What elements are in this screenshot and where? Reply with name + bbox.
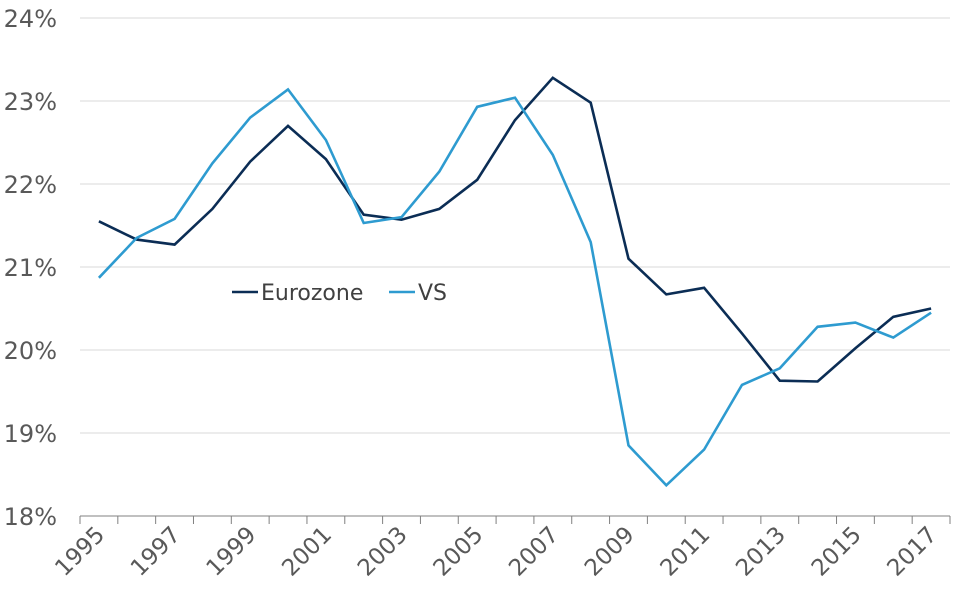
gridlines (80, 17, 950, 434)
x-axis (79, 515, 951, 524)
x-tick-label: 1997 (126, 522, 186, 582)
x-tick-label: 1995 (50, 522, 110, 582)
x-tick-label: 2005 (429, 522, 489, 582)
legend-label-eurozone: Eurozone (261, 281, 363, 306)
legend-label-vs: VS (418, 281, 447, 306)
legend: Eurozone VS (232, 281, 447, 306)
x-tick-label: 1999 (202, 522, 262, 582)
y-tick-label: 22% (4, 171, 57, 199)
x-tick-label: 2011 (656, 522, 716, 582)
y-tick-label: 20% (4, 337, 57, 365)
x-tick-label: 2003 (353, 522, 413, 582)
series-line-eurozone (98, 76, 932, 383)
y-tick-label: 23% (4, 88, 57, 116)
y-tick-label: 21% (4, 254, 57, 282)
x-tick-label: 2001 (277, 522, 337, 582)
y-tick-label: 24% (4, 5, 57, 33)
y-tick-label: 18% (4, 503, 57, 531)
x-tick-label: 2017 (883, 522, 943, 582)
x-tick-label: 2007 (504, 522, 564, 582)
x-tick-label: 2009 (580, 522, 640, 582)
x-tick-label: 2013 (731, 522, 791, 582)
series-lines (97, 76, 932, 488)
x-axis-tick-labels: 1995 1997 1999 2001 2003 2005 2007 2009 2011 2013… (50, 522, 942, 582)
y-tick-label: 19% (4, 420, 57, 448)
y-axis-tick-labels: 18% 19% 20% 21% 22% 23% 24% (4, 5, 57, 531)
x-tick-label: 2015 (807, 522, 867, 582)
series-line-vs (97, 87, 932, 488)
